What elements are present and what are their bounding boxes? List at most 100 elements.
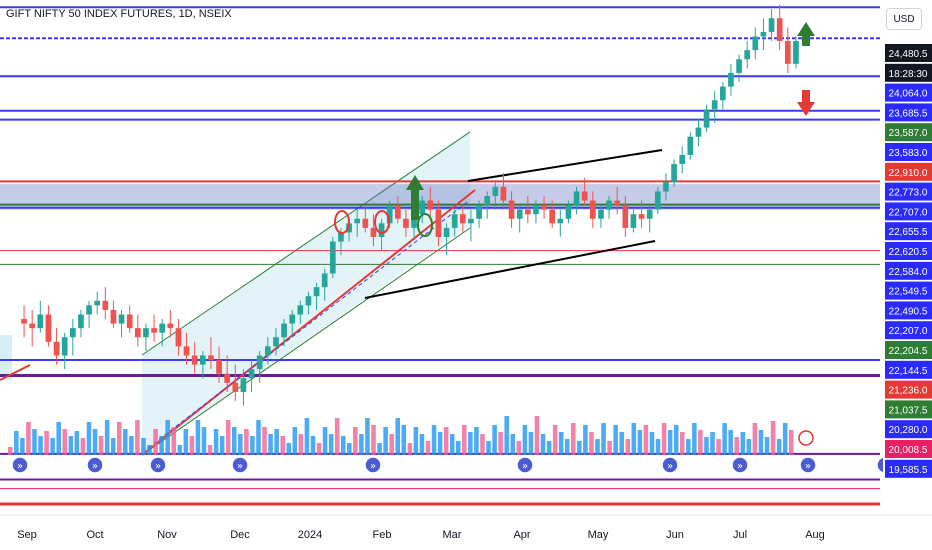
x-tick-label: May [588,529,609,541]
volume-bar [788,430,794,455]
candle [354,218,361,224]
candle [45,314,52,342]
price-label: 24,480.5 [889,49,928,60]
price-label-box [885,103,932,122]
x-tick-label: Nov [157,529,177,541]
annotation-circle [334,210,350,234]
volume-bar [413,427,419,455]
channel-fill-left [0,335,12,380]
volume-bar [292,427,298,455]
candle [744,50,751,60]
price-label-box [885,83,932,102]
candle [216,360,222,374]
price-label-box [885,123,932,142]
volume-bar [607,441,612,455]
volume-bar [377,443,382,455]
candle [370,227,377,237]
candle [386,205,393,224]
volume-bar [462,425,467,455]
volume-bar [649,432,655,455]
candle [728,72,734,87]
volume-bar [486,441,491,455]
volume-bar [147,445,152,455]
volume-bar [474,427,479,455]
candle [784,41,791,64]
volume-bar [746,439,752,455]
volume-bar [316,443,322,455]
volume-bar [44,431,49,455]
currency-button[interactable]: USD [886,8,922,30]
candle [581,191,588,201]
volume-bar [14,431,19,455]
volume-bar [698,430,703,455]
price-label-box [885,400,932,419]
x-tick-label: Jun [666,529,684,541]
price-label: 22,549.5 [889,287,928,298]
price-label: 22,207.0 [889,326,928,337]
volume-bar [571,423,576,455]
volume-bar [26,422,31,455]
candle [663,182,669,192]
price-label-box [885,44,932,62]
candle [175,328,182,347]
event-marker-icon [516,456,534,474]
price-label-box [885,281,932,300]
price-label-box [885,420,932,439]
volume-bar [716,439,721,455]
volume-bar [498,432,503,455]
price-label: 22,655.5 [889,227,928,238]
price-label: 19,585.5 [889,465,928,476]
volume-bar [613,425,618,455]
candle [297,305,304,315]
volume-bar [631,423,637,455]
event-marker-glyph: » [237,461,243,472]
candle [427,200,434,210]
volume-bar [770,421,776,455]
candle [573,191,580,206]
symbol-title[interactable]: GIFT NIFTY 50 INDEX FUTURES, 1D, NSEIX [6,8,232,20]
volume-bar [231,427,237,455]
candle [403,218,409,228]
volume-bar [62,429,68,455]
volume-bar [286,443,292,455]
volume-bar [98,436,104,455]
candle [606,200,612,210]
volume-bar [353,427,358,455]
resistance-band [0,184,880,210]
volume-bar [244,429,249,455]
volume-bar [304,418,310,455]
price-label: 23,583.0 [889,148,928,159]
candle [752,36,759,51]
volume-bar [673,425,679,455]
candle [500,186,507,201]
volume-bar [643,425,649,455]
volume-bar [340,436,346,455]
volume-bar [213,429,219,455]
volume-bar [86,422,92,455]
event-marker-icon [149,456,167,474]
volume-bar [510,434,516,455]
candle [654,191,661,210]
x-tick-label: Apr [513,529,530,541]
volume-bar [250,436,255,455]
event-marker-glyph: » [370,461,376,472]
volume-bar [177,445,183,455]
volume-bar [38,436,43,455]
volume-bar [637,430,643,455]
price-label: 22,584.0 [889,267,928,278]
volume-bar [195,420,201,455]
candle [435,209,442,237]
price-label: 22,144.5 [889,366,928,377]
event-marker-glyph: » [737,461,743,472]
price-label: 20,280.0 [889,425,928,436]
price-label: 22,204.5 [889,346,928,357]
volume-bar [728,430,733,455]
candle [273,337,279,347]
volume-bar [359,434,364,455]
candle [468,218,474,224]
candle [21,319,27,324]
price-label-box [885,440,932,458]
candle [199,355,206,365]
